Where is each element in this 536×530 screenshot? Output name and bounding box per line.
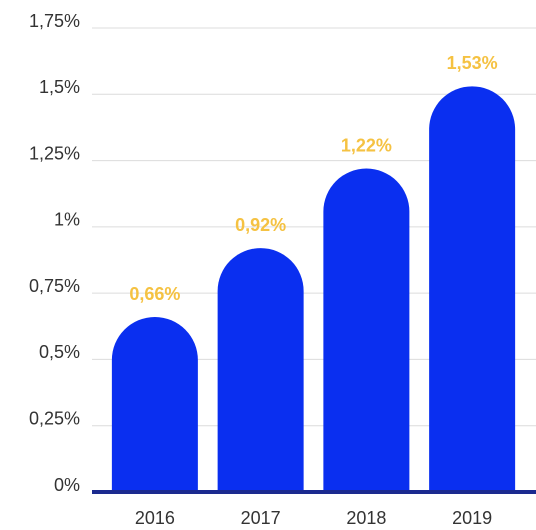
y-tick-label: 0,5%	[39, 342, 80, 362]
y-tick-label: 1,75%	[29, 11, 80, 31]
y-tick-label: 0%	[54, 475, 80, 495]
value-label: 1,53%	[447, 53, 498, 73]
bar	[217, 248, 304, 492]
value-label: 0,66%	[129, 284, 180, 304]
y-tick-label: 1,25%	[29, 143, 80, 163]
y-tick-label: 1,5%	[39, 77, 80, 97]
x-tick-label: 2017	[241, 508, 281, 528]
y-tick-label: 1%	[54, 210, 80, 230]
y-tick-label: 0,25%	[29, 408, 80, 428]
value-label: 0,92%	[235, 215, 286, 235]
value-label: 1,22%	[341, 135, 392, 155]
bar	[429, 86, 516, 493]
y-tick-label: 0,75%	[29, 276, 80, 296]
x-tick-label: 2018	[346, 508, 386, 528]
x-tick-label: 2016	[135, 508, 175, 528]
bar	[111, 317, 198, 492]
bar	[323, 168, 410, 492]
x-tick-label: 2019	[452, 508, 492, 528]
